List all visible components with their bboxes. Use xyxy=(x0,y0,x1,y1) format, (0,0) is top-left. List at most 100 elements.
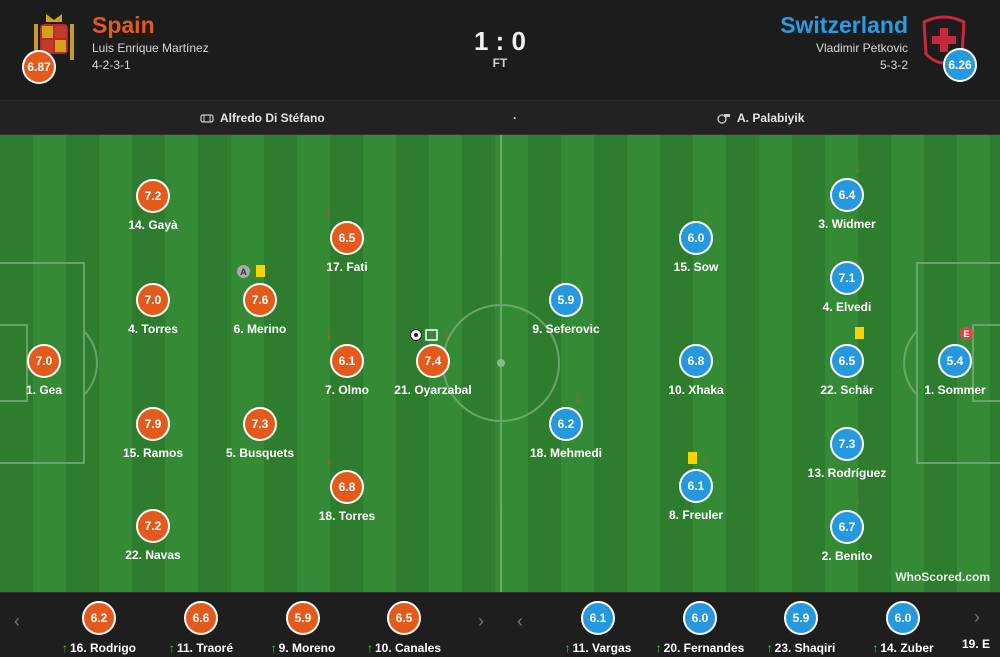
sub-off-arrow-icon: ↓ xyxy=(326,204,332,218)
player-ramos[interactable]: 7.9 15. Ramos xyxy=(98,407,208,460)
player-rating: 7.2 xyxy=(136,179,170,213)
player-rating: 6.8 xyxy=(330,470,364,504)
player-elvedi[interactable]: 7.1 4. Elvedi xyxy=(792,261,902,314)
spain-crest-icon xyxy=(34,14,74,60)
home-team-name[interactable]: Spain xyxy=(92,12,155,38)
sub-in-arrow-icon: ↑ xyxy=(61,641,68,655)
player-benito[interactable]: 6.7 2. Benito xyxy=(792,510,902,563)
prev-subs-chevron-icon[interactable]: ‹ xyxy=(517,611,523,631)
player-gea[interactable]: 7.0 1. Gea xyxy=(0,344,99,397)
home-team-rating: 6.87 xyxy=(22,50,56,84)
player-rating: 5.9 xyxy=(549,283,583,317)
sub-in-arrow-icon: ↑ xyxy=(655,641,662,655)
player-name: 6. Merino xyxy=(233,322,287,336)
sub-zuber[interactable]: 6.0 ↑ 14. Zuber xyxy=(848,593,958,655)
venue-name: Alfredo Di Stéfano xyxy=(220,111,325,125)
player-name: 16. Rodrigo xyxy=(69,641,136,655)
home-formation: 4-2-3-1 xyxy=(92,58,131,72)
sub-partial[interactable]: 19. E xyxy=(962,593,1000,651)
sub-in-arrow-icon: ↑ xyxy=(872,641,879,655)
player-rating: 6.2 xyxy=(82,601,116,635)
sub-canales[interactable]: 6.5 ↑ 10. Canales xyxy=(349,593,459,655)
player-torres-4[interactable]: 7.0 4. Torres xyxy=(98,283,208,336)
player-name: 1. Sommer xyxy=(924,383,986,397)
goal-ball-icon xyxy=(410,329,438,341)
player-oyarzabal[interactable]: 7.4 21. Oyarzabal xyxy=(378,344,488,397)
sub-off-arrow-icon: ↓ xyxy=(855,493,861,507)
sub-moreno[interactable]: 5.9 ↑ 9. Moreno xyxy=(248,593,358,655)
player-rating: 6.6 xyxy=(184,601,218,635)
player-rating: 6.1 xyxy=(679,469,713,503)
sub-rodrigo[interactable]: 6.2 ↑ 16. Rodrigo xyxy=(44,593,154,655)
player-rating: 7.0 xyxy=(27,344,61,378)
player-name: 17. Fati xyxy=(326,260,368,274)
player-name: 10. Canales xyxy=(374,641,442,655)
referee-name: A. Palabiyik xyxy=(737,111,805,125)
venue: Alfredo Di Stéfano xyxy=(200,111,325,125)
sub-traore[interactable]: 6.6 ↑ 11. Traoré xyxy=(146,593,256,655)
player-olmo[interactable]: 6.1 7. Olmo xyxy=(292,344,402,397)
player-rating: 7.3 xyxy=(243,407,277,441)
player-seferovic[interactable]: 5.9 9. Seferovic xyxy=(511,283,621,336)
player-name: 10. Xhaka xyxy=(668,383,724,397)
whistle-icon xyxy=(717,114,730,124)
sub-shaqiri[interactable]: 5.9 ↑ 23. Shaqiri xyxy=(746,593,856,655)
player-rating: 7.9 xyxy=(136,407,170,441)
away-coach: Vladimir Petkovic xyxy=(815,41,908,55)
player-rating: 6.0 xyxy=(886,601,920,635)
match-status: FT xyxy=(492,56,508,70)
next-subs-chevron-icon[interactable]: › xyxy=(974,607,980,627)
player-name: 3. Widmer xyxy=(818,217,876,231)
player-widmer[interactable]: 6.4 3. Widmer xyxy=(792,178,902,231)
player-name: 22. Navas xyxy=(125,548,181,562)
yellow-card-icon xyxy=(688,452,697,464)
player-rating: 6.0 xyxy=(679,221,713,255)
player-name: 21. Oyarzabal xyxy=(394,383,472,397)
sub-vargas[interactable]: 6.1 ↑ 11. Vargas xyxy=(543,593,653,655)
referee: A. Palabiyik xyxy=(717,111,804,125)
player-name: 20. Fernandes xyxy=(663,641,745,655)
player-sommer[interactable]: 5.4 1. Sommer xyxy=(900,344,1000,397)
whoscored-logo: WhoScored.com xyxy=(895,570,990,584)
player-name: 14. Gayà xyxy=(128,218,178,232)
sub-fernandes[interactable]: 6.0 ↑ 20. Fernandes xyxy=(645,593,755,655)
player-mehmedi[interactable]: 6.2 18. Mehmedi xyxy=(511,407,621,460)
error-badge-icon: E xyxy=(960,327,973,340)
player-schar[interactable]: 6.5 22. Schär xyxy=(792,344,902,397)
player-rating: 6.2 xyxy=(549,407,583,441)
match-score: 1 : 0 xyxy=(473,26,527,56)
player-rating: 6.8 xyxy=(679,344,713,378)
player-fati[interactable]: 6.5 17. Fati xyxy=(292,221,402,274)
player-sow[interactable]: 6.0 15. Sow xyxy=(641,221,751,274)
away-team-rating: 6.26 xyxy=(943,48,977,82)
player-rating: 6.1 xyxy=(330,344,364,378)
player-name: 23. Shaqiri xyxy=(774,641,836,655)
player-navas[interactable]: 7.2 22. Navas xyxy=(98,509,208,562)
player-name: 11. Traoré xyxy=(176,641,234,655)
away-team-name[interactable]: Switzerland xyxy=(780,12,908,38)
player-name: 5. Busquets xyxy=(225,446,294,460)
sub-off-arrow-icon: ↓ xyxy=(444,327,450,341)
sub-in-arrow-icon: ↑ xyxy=(564,641,571,655)
sub-in-arrow-icon: ↑ xyxy=(766,641,773,655)
player-name: 18. Torres xyxy=(318,509,376,523)
player-torres-18[interactable]: 6.8 18. Torres xyxy=(292,470,402,523)
player-freuler[interactable]: 6.1 8. Freuler xyxy=(641,469,751,522)
player-name: 2. Benito xyxy=(821,549,873,563)
player-busquets[interactable]: 7.3 5. Busquets xyxy=(205,407,315,460)
match-header: 6.87 Spain Luis Enrique Martínez 4-2-3-1… xyxy=(0,0,1000,101)
player-gaya[interactable]: 7.2 14. Gayà xyxy=(98,179,208,232)
player-name: 15. Ramos xyxy=(122,446,184,460)
player-name: 19. E xyxy=(962,637,991,651)
prev-subs-chevron-icon[interactable]: ‹ xyxy=(14,611,20,631)
player-name: 1. Gea xyxy=(25,383,63,397)
next-subs-chevron-icon[interactable]: › xyxy=(478,611,484,631)
player-xhaka[interactable]: 6.8 10. Xhaka xyxy=(641,344,751,397)
sub-in-arrow-icon: ↑ xyxy=(270,641,277,655)
sub-off-arrow-icon: ↓ xyxy=(703,452,709,466)
substitutes-bar: ‹ › ‹ 6.2 ↑ 16. Rodrigo 6.6 ↑ 11. Traoré 5.9… xyxy=(0,592,1000,657)
player-rodriguez[interactable]: 7.3 13. Rodríguez xyxy=(792,427,902,480)
player-merino[interactable]: 7.6 6. Merino xyxy=(205,283,315,336)
sub-off-arrow-icon: ↓ xyxy=(326,453,332,467)
sub-in-arrow-icon: ↑ xyxy=(366,641,373,655)
